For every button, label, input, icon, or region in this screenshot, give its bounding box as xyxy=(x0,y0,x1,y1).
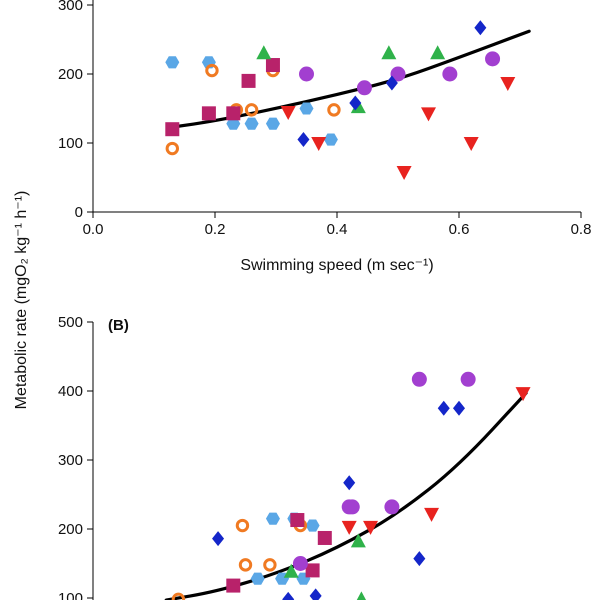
panel-a-y-tick-label: 0 xyxy=(75,204,83,221)
panel-b-point-blue-diamond xyxy=(212,531,225,547)
panel-b-point-crimson-square xyxy=(305,563,320,578)
panel-a-point-blue-diamond xyxy=(385,75,398,91)
panel-a-point-light-blue-hexagon xyxy=(323,133,338,146)
panel-a-x-tick-label: 0.2 xyxy=(205,221,226,238)
panel-a-point-orange-ring xyxy=(244,103,259,117)
panel-a-point-red-triangle-down xyxy=(421,107,436,122)
panel-b-point-red-triangle-down xyxy=(341,520,357,535)
panel-b: (B) 100 200 300 400 500 xyxy=(58,314,531,600)
panel-a-y-tick-label: 200 xyxy=(58,66,83,83)
panel-b-point-purple-circle xyxy=(344,499,360,515)
panel-b-y-tick-label: 200 xyxy=(58,521,83,538)
panel-b-point-purple-circle xyxy=(292,556,308,571)
panel-b-point-green-triangle xyxy=(283,563,299,578)
panel-b-point-orange-ring xyxy=(171,592,186,600)
panel-b-point-blue-diamond xyxy=(309,588,322,600)
panel-a-y-tick-label: 300 xyxy=(58,0,83,14)
panel-a-point-purple-circle xyxy=(485,51,501,67)
panel-b-points xyxy=(171,371,531,600)
panel-a-point-light-blue-hexagon xyxy=(165,56,180,69)
panel-b-point-red-triangle-down xyxy=(424,507,440,522)
panel-a-point-crimson-square xyxy=(265,58,280,73)
panel-a-y-tick-label: 100 xyxy=(58,135,83,152)
panel-a-point-purple-circle xyxy=(356,80,372,96)
panel-a-point-light-blue-hexagon xyxy=(299,102,314,115)
panel-b-point-purple-circle xyxy=(411,371,427,387)
panel-a-point-purple-circle xyxy=(299,66,314,82)
panel-a-point-light-blue-hexagon xyxy=(226,117,241,130)
panel-b-y-tick-label: 400 xyxy=(58,383,83,400)
y-axis-title: Metabolic rate (mgO₂ kg⁻¹ h⁻¹) xyxy=(13,191,30,410)
panel-b-point-orange-ring xyxy=(238,558,253,572)
panel-b-point-red-triangle-down xyxy=(515,387,531,402)
panel-b-regression-line xyxy=(164,391,528,600)
panel-b-point-purple-circle xyxy=(384,499,400,515)
panel-a-point-blue-diamond xyxy=(474,20,487,36)
panel-a-point-red-triangle-down xyxy=(280,105,296,120)
panel-a-point-crimson-square xyxy=(226,106,241,121)
panel-a-point-red-triangle-down xyxy=(463,137,479,151)
panel-a-x-tick-label: 0.8 xyxy=(571,221,592,238)
panel-b-panel-label: (B) xyxy=(108,317,129,334)
panel-b-point-light-blue-hexagon xyxy=(265,512,280,525)
panel-a-point-crimson-square xyxy=(241,73,256,88)
panel-b-axes: (B) xyxy=(92,317,129,600)
panel-b-point-crimson-square xyxy=(226,578,241,593)
panel-a-point-crimson-square xyxy=(165,122,180,137)
panel-b-y-tick-label: 300 xyxy=(58,452,83,469)
panel-b-point-crimson-square xyxy=(290,513,305,528)
panel-a-point-red-triangle-down xyxy=(500,76,516,91)
panel-a-axes: Swimming speed (m sec⁻¹) xyxy=(92,0,581,274)
panel-b-point-light-blue-hexagon xyxy=(250,572,265,585)
panel-a-point-blue-diamond xyxy=(349,95,362,111)
panel-a-point-orange-ring xyxy=(165,141,180,156)
panel-b-point-purple-circle xyxy=(460,371,476,387)
panel-b-ticks: 100 200 300 400 500 xyxy=(58,314,93,600)
panel-b-point-green-triangle xyxy=(350,533,366,548)
panel-b-point-green-triangle xyxy=(356,591,367,600)
panel-b-fit xyxy=(164,391,528,600)
panel-b-point-light-blue-hexagon xyxy=(305,519,320,532)
panel-a-point-light-blue-hexagon xyxy=(244,117,259,130)
panel-a-point-crimson-square xyxy=(201,106,216,121)
panel-a-point-purple-circle xyxy=(390,66,406,82)
panel-a-ticks: 0 100 200 300 0.0 0.2 0.4 0.6 0.8 xyxy=(58,0,591,238)
panel-b-point-orange-ring xyxy=(235,518,250,533)
panel-b-y-tick-label: 100 xyxy=(58,590,83,600)
panel-a-x-tick-label: 0.4 xyxy=(327,221,348,238)
panel-b-point-blue-diamond xyxy=(413,551,426,567)
panel-a-point-light-blue-hexagon xyxy=(265,117,280,130)
panel-a-points xyxy=(165,20,516,180)
panel-a-point-green-triangle xyxy=(430,45,446,60)
panel-a-fit xyxy=(170,29,531,129)
panel-a-point-green-triangle xyxy=(256,45,272,60)
panel-a-point-purple-circle xyxy=(442,66,458,82)
panel-a-point-red-triangle-down xyxy=(311,137,327,151)
panel-b-point-blue-diamond xyxy=(453,400,465,416)
panel-b-y-tick-label: 500 xyxy=(58,314,83,331)
panel-a-point-red-triangle-down xyxy=(396,165,412,180)
panel-a-point-blue-diamond xyxy=(297,132,310,148)
panel-b-point-crimson-square xyxy=(317,530,332,545)
panel-a-x-tick-label: 0.6 xyxy=(449,221,470,238)
panel-b-point-blue-diamond xyxy=(343,475,356,491)
panel-a-x-tick-label: 0.0 xyxy=(83,221,104,238)
panel-b-point-blue-diamond xyxy=(282,591,295,600)
panel-a-regression-line xyxy=(170,29,531,129)
panel-a-x-axis-title: Swimming speed (m sec⁻¹) xyxy=(240,257,433,274)
panel-b-point-blue-diamond xyxy=(437,400,450,416)
panel-b-point-red-triangle-down xyxy=(363,520,379,535)
panel-a: Swimming speed (m sec⁻¹) 0 100 200 300 0.0 0.… xyxy=(58,0,591,274)
panel-a-point-orange-ring xyxy=(205,63,219,78)
panel-b-point-orange-ring xyxy=(263,558,277,572)
panel-a-point-green-triangle xyxy=(381,45,397,60)
panel-a-point-orange-ring xyxy=(327,103,341,117)
